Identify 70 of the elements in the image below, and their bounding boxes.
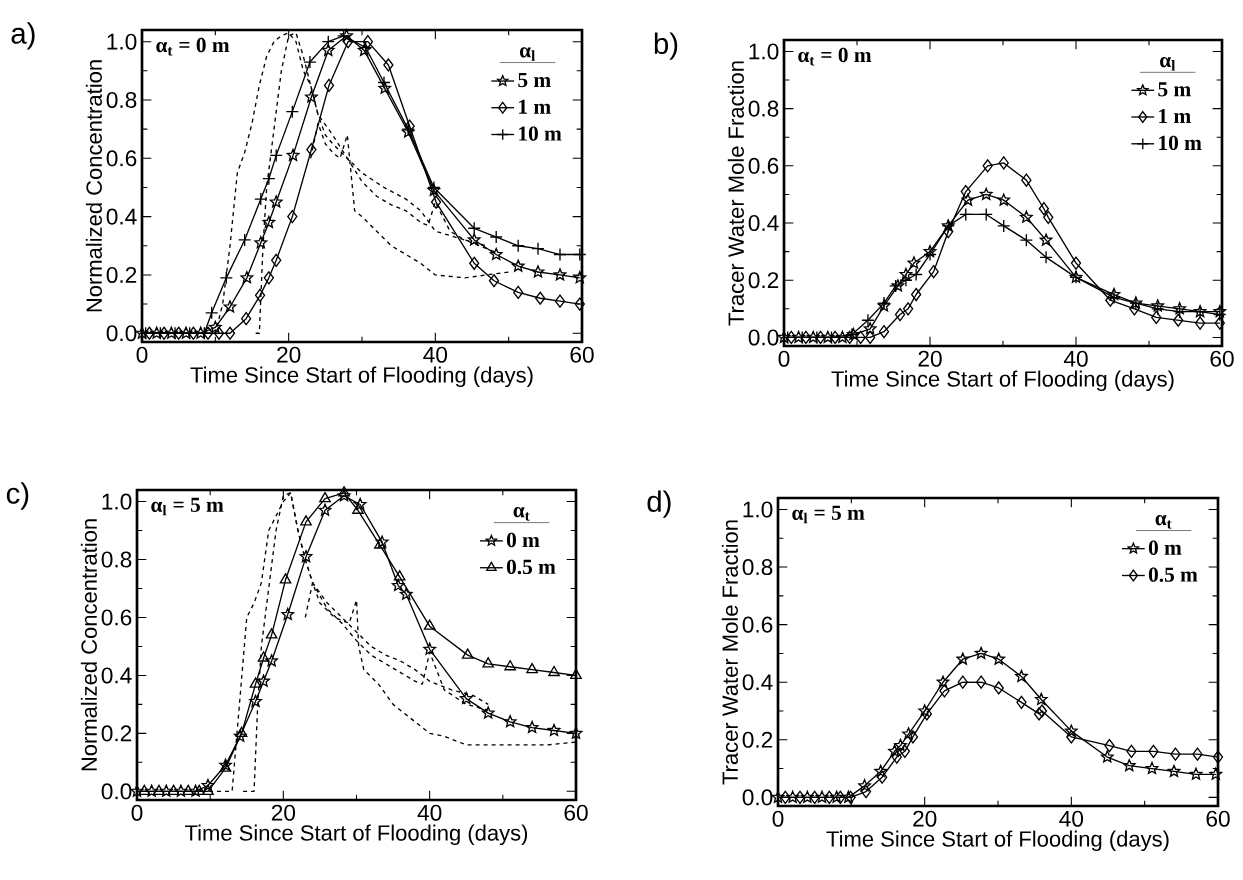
chart-title: d) — [647, 490, 671, 518]
y-tick-label: 0.6 — [106, 150, 137, 167]
legend-title: α$_{l}$ — [519, 47, 535, 61]
y-tick-label: 0.2 — [742, 731, 773, 748]
y-tick-label: 0.0 — [106, 325, 137, 342]
x-axis-title: Time Since Start of Flooding (days) — [826, 830, 1169, 852]
legend-label: 0.5 m — [1148, 567, 1198, 582]
y-tick-label: 0.2 — [101, 725, 132, 742]
y-tick-label: 0.6 — [101, 609, 132, 626]
y-axis-title: Tracer Water Mole Fraction — [727, 61, 744, 326]
x-tick-label: 60 — [570, 346, 594, 363]
x-tick-label: 0 — [136, 346, 148, 363]
legend-label: 0 m — [506, 532, 540, 548]
y-tick-label: 1.0 — [743, 501, 773, 518]
legend-label: 5 m — [518, 73, 551, 88]
legend-label: 5 m — [1158, 82, 1191, 97]
x-axis-title: Time Since Start of Flooding (days) — [185, 824, 528, 846]
legend-label: 10 m — [519, 126, 562, 141]
x-tick-label: 40 — [1059, 810, 1084, 827]
y-tick-label: 0.8 — [742, 559, 773, 576]
legend-label: 0 m — [1148, 540, 1182, 555]
y-tick-label: 0.4 — [106, 208, 137, 225]
y-tick-label: 0.6 — [742, 616, 773, 633]
legend-title: α$_{l}$ — [1160, 56, 1176, 71]
y-tick-label: 1.0 — [749, 43, 779, 60]
y-tick-label: 0.0 — [748, 329, 779, 346]
legend-label: 10 m — [1159, 135, 1202, 151]
annotation: α$_{t}$ = 0 m — [798, 47, 872, 66]
x-tick-label: 40 — [423, 346, 448, 363]
x-tick-label: 20 — [277, 346, 301, 363]
x-tick-label: 20 — [913, 810, 937, 827]
x-tick-label: 0 — [778, 350, 790, 367]
annotation: α$_{t}$ = 0 m — [156, 37, 230, 56]
y-tick-label: 0.8 — [748, 100, 779, 117]
x-tick-label: 20 — [918, 350, 942, 367]
x-tick-label: 0 — [772, 810, 784, 827]
y-tick-label: 0.4 — [101, 667, 132, 684]
y-tick-label: 0.8 — [106, 91, 137, 109]
y-tick-label: 0.0 — [742, 789, 773, 806]
x-tick-label: 20 — [271, 804, 296, 821]
y-tick-label: 0.2 — [748, 272, 779, 289]
legend-title: α$_{t}$ — [1155, 515, 1172, 529]
chart-title: a) — [11, 22, 35, 50]
x-axis-title: Time Since Start of Flooding (days) — [190, 366, 533, 388]
x-tick-label: 60 — [564, 804, 588, 821]
y-tick-label: 0.8 — [101, 551, 132, 568]
legend-title: α$_{t}$ — [513, 507, 530, 521]
y-axis-title: Normalized Concentration — [80, 519, 97, 771]
y-tick-label: 0.4 — [748, 215, 779, 232]
y-tick-label: 0.6 — [748, 157, 779, 174]
y-axis-title: Tracer Water Mole Fraction — [721, 520, 738, 785]
chart-title: c) — [6, 482, 29, 510]
legend-label: 1 m — [1159, 108, 1191, 124]
annotation: α$_{l}$ = 5 m — [151, 497, 224, 516]
x-tick-label: 60 — [1206, 810, 1230, 827]
legend-label: 0.5 m — [506, 559, 556, 575]
x-tick-label: 0 — [131, 804, 143, 821]
chart-title: b) — [654, 32, 678, 60]
y-tick-label: 1.0 — [107, 33, 137, 50]
y-axis-title: Normalized Concentration — [85, 60, 102, 312]
y-tick-label: 1.0 — [102, 493, 132, 510]
annotation: α$_{l}$ = 5 m — [792, 505, 865, 524]
legend-label: 1 m — [519, 99, 551, 114]
y-tick-label: 0.0 — [101, 783, 132, 800]
x-tick-label: 40 — [417, 804, 442, 821]
y-tick-label: 0.2 — [106, 266, 137, 283]
x-axis-title: Time Since Start of Flooding (days) — [831, 370, 1174, 392]
y-tick-label: 0.4 — [742, 674, 773, 691]
x-tick-label: 60 — [1210, 350, 1234, 367]
x-tick-label: 40 — [1063, 350, 1088, 367]
